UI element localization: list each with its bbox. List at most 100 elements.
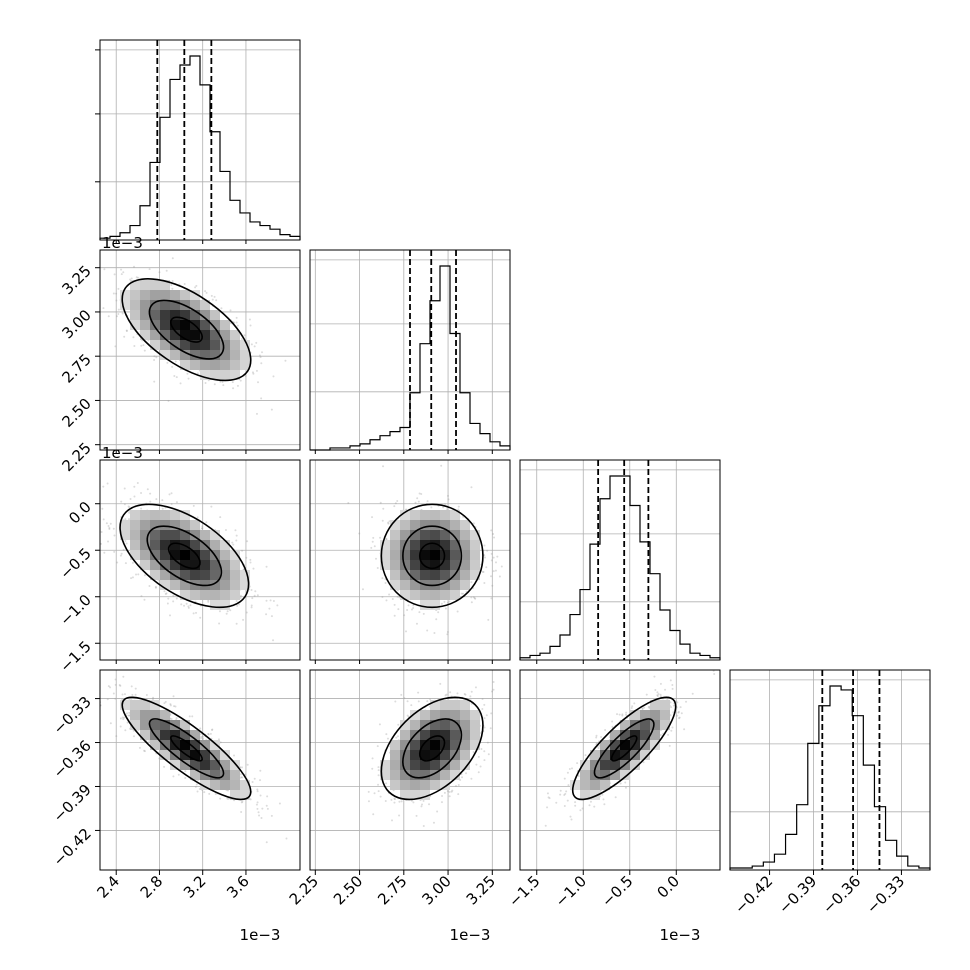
density-cell [400,770,410,780]
scatter-point [448,795,451,798]
density-cell [430,770,440,780]
scatter-point [412,604,415,607]
scatter-point [137,276,140,279]
density-cell [130,710,140,720]
scatter-point [171,365,174,368]
density-cell [150,320,160,330]
density-cell [160,710,170,720]
density-cell [410,530,420,540]
density-cell [210,560,220,570]
scatter-point [266,795,269,798]
density-cell [120,530,130,540]
scatter-point [208,792,211,795]
scatter-point [371,767,374,770]
scatter-point [255,803,258,806]
scatter-point [158,271,161,274]
scatter-point [161,499,164,502]
scatter-point [393,797,396,800]
scatter-point [416,497,419,500]
scatter-point [483,726,486,729]
scatter-point [100,531,103,534]
scatter-point [229,309,232,312]
scatter-point [494,561,497,564]
scatter-point [472,596,475,599]
density-cell [140,540,150,550]
density-cell [230,330,240,340]
scatter-point [376,566,379,569]
density-cell [460,530,470,540]
density-cell [430,760,440,770]
density-cell [160,290,170,300]
contour-outer [380,503,484,609]
scatter-point [115,315,118,318]
scatter-point [140,492,143,495]
density-cell [230,340,240,350]
scatter-point [469,695,472,698]
scatter-point [246,763,249,766]
density-cell [150,310,160,320]
density-cell [450,700,460,710]
scatter-point [115,299,118,302]
scatter-point [130,277,133,280]
scatter-point [179,382,182,385]
density-cell [170,310,180,320]
density-cell [180,720,190,730]
density-cell [180,730,190,740]
scatter-point [65,500,67,502]
density-cell [430,780,440,790]
density-cell [440,780,450,790]
density-cell [400,590,410,600]
scatter-point [165,592,168,595]
scatter-point [249,561,252,564]
scatter-point [470,777,473,780]
contour-middle [402,525,463,587]
density-cell [140,510,150,520]
scatter-point [195,284,198,287]
scatter-point [117,308,120,311]
scatter-point [232,387,235,390]
density-cell [220,350,230,360]
scatter-point [265,841,268,844]
scatter-point [285,837,288,840]
scatter-point [219,741,222,744]
scatter-point [258,814,261,817]
scatter-point [377,774,380,777]
scatter-point [417,700,420,703]
density-cell [170,520,180,530]
scatter-point [385,733,388,736]
scatter-point [199,733,202,736]
scatter-point [270,615,273,618]
density-cell [400,780,410,790]
scatter-point [475,763,478,766]
density-cell [430,560,440,570]
scatter-point [117,313,120,316]
scatter-point [240,801,243,804]
scatter-point [446,508,449,511]
scatter-point [270,408,273,411]
scatter-point [172,775,175,778]
scatter-point [443,503,446,506]
scatter-point [121,716,124,719]
scatter-point [201,525,204,528]
scatter-point [124,562,127,565]
scatter-point [120,273,123,276]
scatter-point [120,268,123,271]
scatter-point [175,376,178,379]
scatter-point [415,622,418,625]
density-cell [160,570,170,580]
density-cell [160,560,170,570]
scatter-point [491,690,494,693]
scatter-point [481,570,484,573]
scatter-point [128,511,131,514]
density-cell [130,310,140,320]
density-cell [200,590,210,600]
scatter-point [420,805,423,808]
scatter-point [187,377,190,380]
density-cell [210,770,220,780]
density-cell [190,560,200,570]
scatter-point [174,360,177,363]
density-cell [180,570,190,580]
scatter-point [255,341,258,344]
scatter-point [175,501,178,504]
scatter-point [122,548,125,551]
